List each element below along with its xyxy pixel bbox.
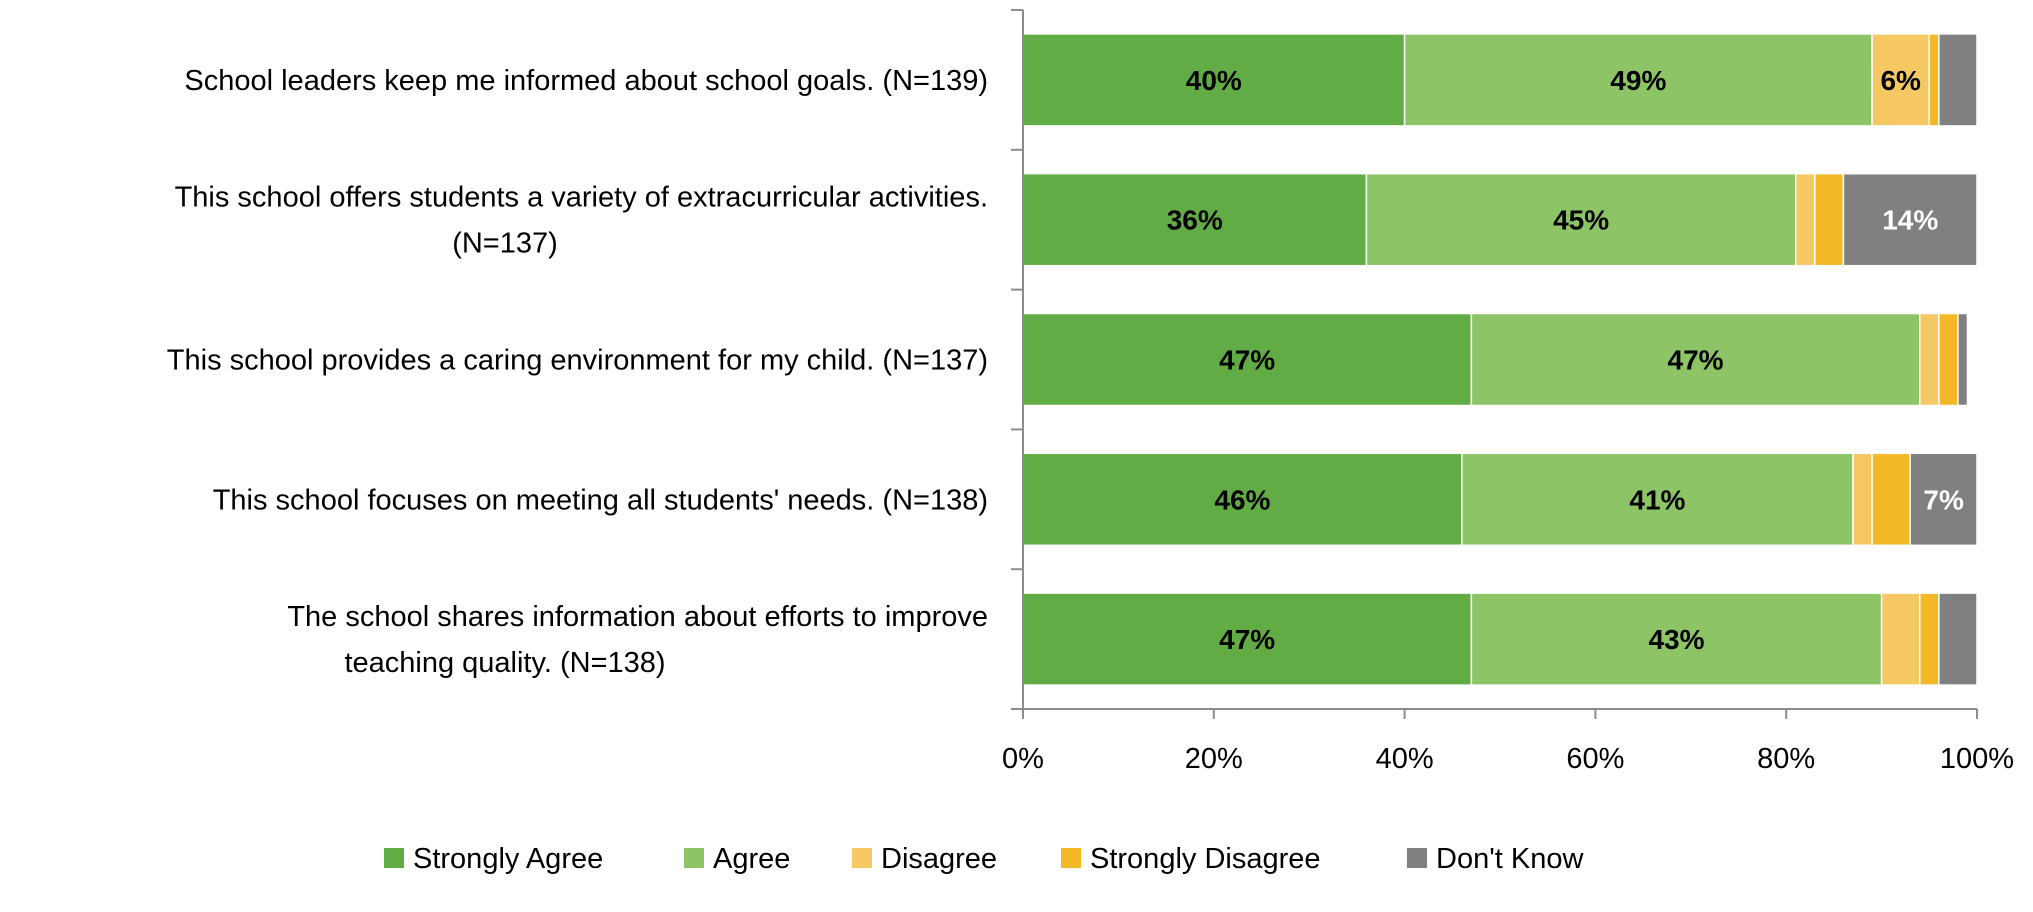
bar-agree-1 — [1403, 33, 1873, 127]
bar-strongly-disagree-5 — [1919, 592, 1940, 686]
bar-strongly-disagree-4 — [1871, 452, 1911, 547]
legend-label-strongly-agree: Strongly Agree — [413, 843, 603, 875]
category-labels: School leaders keep me informed about sc… — [167, 65, 988, 679]
data-label-agree-3: 47% — [1668, 345, 1724, 376]
bar-agree-4 — [1461, 452, 1854, 547]
data-label-agree-4: 41% — [1629, 484, 1685, 515]
x-tick-label: 80% — [1757, 743, 1815, 775]
bars-group: 40% 49% 6% 36% 45% 14% 47% 47% 46% 41% 7% 47% 43% — [1022, 33, 1978, 686]
x-tick-label: 40% — [1376, 743, 1434, 775]
bar-disagree-2 — [1794, 172, 1816, 267]
category-label-2: (N=137) — [452, 228, 558, 260]
legend-swatch-strongly-disagree — [1061, 848, 1081, 868]
legend-swatch-don-t-know — [1407, 848, 1427, 868]
bar-strongly-disagree-1 — [1928, 33, 1940, 127]
legend-label-disagree: Disagree — [881, 843, 997, 875]
category-label-2: This school offers students a variety of… — [175, 182, 988, 214]
bar-strongly-agree-1 — [1022, 33, 1406, 127]
bar-strongly-agree-3 — [1022, 312, 1473, 407]
bar-don-t-know-2 — [1842, 172, 1978, 267]
data-label-strongly-agree-1: 40% — [1186, 65, 1242, 96]
bar-strongly-disagree-3 — [1938, 312, 1959, 407]
x-tick-label: 60% — [1566, 743, 1624, 775]
x-tick-label: 0% — [1002, 743, 1044, 775]
x-tick-label: 20% — [1185, 743, 1243, 775]
bar-strongly-agree-5 — [1022, 592, 1473, 686]
category-label-5: The school shares information about effo… — [287, 601, 988, 633]
bar-disagree-4 — [1852, 452, 1873, 547]
data-label-agree-1: 49% — [1610, 65, 1666, 96]
x-tick-label: 100% — [1940, 743, 2014, 775]
legend-label-agree: Agree — [713, 843, 790, 875]
bar-agree-2 — [1365, 172, 1797, 267]
bar-don-t-know-3 — [1957, 312, 1969, 407]
bar-disagree-3 — [1919, 312, 1940, 407]
category-label-5: teaching quality. (N=138) — [344, 647, 665, 679]
bar-don-t-know-1 — [1938, 33, 1978, 127]
data-label-strongly-agree-4: 46% — [1214, 484, 1270, 515]
category-label-1: School leaders keep me informed about sc… — [184, 65, 988, 97]
data-label-strongly-agree-2: 36% — [1167, 205, 1223, 236]
bar-don-t-know-4 — [1909, 452, 1978, 547]
data-label-disagree-1: 6% — [1880, 65, 1921, 96]
bar-disagree-5 — [1880, 592, 1921, 686]
data-label-strongly-agree-3: 47% — [1219, 345, 1275, 376]
data-label-strongly-agree-5: 47% — [1219, 624, 1275, 655]
bar-don-t-know-5 — [1938, 592, 1978, 686]
bar-agree-3 — [1470, 312, 1921, 407]
data-label-don-t-know-4: 7% — [1923, 484, 1964, 515]
bar-strongly-agree-2 — [1022, 172, 1368, 267]
data-label-agree-2: 45% — [1553, 205, 1609, 236]
bar-disagree-1 — [1871, 33, 1931, 127]
legend-swatch-agree — [684, 848, 704, 868]
legend: Strongly Agree Agree Disagree Strongly Disa… — [384, 843, 1584, 875]
category-label-4: This school focuses on meeting all stude… — [213, 484, 988, 516]
legend-swatch-strongly-agree — [384, 848, 404, 868]
bar-strongly-disagree-2 — [1814, 172, 1845, 267]
axes-group: 0% 20% 40% 60% 80% 100% — [1002, 9, 2014, 775]
data-label-agree-5: 43% — [1648, 624, 1704, 655]
category-label-3: This school provides a caring environmen… — [167, 345, 988, 377]
legend-label-strongly-disagree: Strongly Disagree — [1090, 843, 1321, 875]
data-label-don-t-know-2: 14% — [1882, 205, 1938, 236]
bar-agree-5 — [1470, 592, 1883, 686]
legend-swatch-disagree — [852, 848, 872, 868]
legend-label-don-t-know: Don't Know — [1436, 843, 1584, 875]
